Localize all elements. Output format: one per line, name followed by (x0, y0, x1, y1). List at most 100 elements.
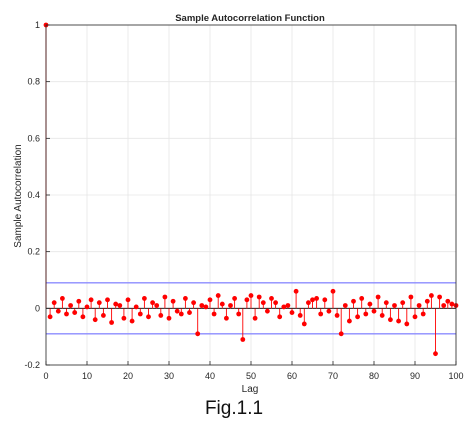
acf-marker (326, 308, 332, 314)
acf-marker (371, 308, 377, 314)
acf-marker (129, 318, 135, 324)
acf-marker (178, 311, 184, 317)
acf-marker (383, 300, 389, 306)
acf-marker (133, 304, 139, 310)
acf-marker (367, 301, 373, 307)
acf-marker (273, 300, 278, 306)
acf-marker (240, 337, 246, 342)
y-tick-label: 0 (35, 303, 40, 313)
acf-marker (72, 310, 78, 315)
chart-title: Sample Autocorrelation Function (175, 13, 325, 24)
acf-marker (60, 296, 65, 301)
acf-marker (338, 331, 344, 337)
acf-marker (449, 301, 455, 307)
x-tick-label: 10 (82, 371, 92, 381)
y-axis-label: Sample Autocorrelation (13, 144, 24, 247)
acf-marker (199, 303, 205, 308)
acf-marker (215, 293, 221, 298)
acf-marker (191, 300, 197, 306)
acf-marker (162, 294, 168, 300)
acf-marker (379, 313, 385, 318)
acf-marker (412, 314, 418, 320)
acf-marker (88, 297, 94, 303)
confidence-bounds (46, 282, 456, 335)
acf-marker (424, 298, 430, 304)
acf-marker (228, 303, 233, 308)
acf-marker (392, 303, 397, 308)
acf-marker (334, 313, 340, 318)
x-tick-label: 60 (287, 371, 297, 381)
x-tick-label: 40 (205, 371, 215, 381)
acf-marker (363, 311, 369, 317)
acf-marker (265, 308, 270, 314)
acf-marker (445, 298, 451, 304)
acf-marker (64, 311, 69, 317)
acf-marker (400, 300, 406, 306)
acf-marker (154, 303, 160, 308)
acf-marker (355, 314, 360, 320)
acf-marker (117, 303, 123, 308)
acf-marker (437, 294, 442, 300)
acf-marker (146, 314, 151, 320)
acf-marker (125, 297, 131, 303)
acf-marker (219, 301, 225, 307)
acf-marker (113, 301, 119, 307)
grid-lines (45, 24, 457, 366)
acf-marker (55, 308, 61, 314)
acf-marker (84, 304, 90, 310)
acf-marker (92, 317, 98, 323)
x-tick-label: 0 (43, 371, 48, 381)
acf-marker (68, 303, 73, 308)
y-tick-label: -0.2 (24, 360, 40, 370)
acf-marker (277, 314, 283, 320)
acf-marker (166, 315, 172, 321)
acf-marker (408, 294, 414, 300)
acf-marker (306, 300, 311, 306)
acf-marker (224, 315, 229, 321)
acf-marker (396, 318, 401, 324)
x-axis-label: Lag (242, 384, 259, 395)
acf-marker (96, 300, 102, 306)
acf-marker (252, 315, 258, 321)
x-tick-label: 50 (246, 371, 256, 381)
figure-caption: Fig.1.1 (204, 398, 264, 419)
acf-marker (297, 313, 303, 318)
acf-marker (310, 297, 315, 303)
acf-marker (318, 311, 324, 317)
y-tick-label: 0.8 (27, 77, 40, 87)
x-tick-label: 70 (328, 371, 338, 381)
acf-marker (433, 351, 438, 357)
acf-marker (441, 303, 447, 308)
acf-marker (289, 310, 295, 315)
x-tick-label: 90 (410, 371, 420, 381)
acf-marker (232, 296, 238, 301)
acf-marker (301, 321, 307, 327)
acf-marker (142, 296, 147, 301)
acf-marker (281, 304, 287, 310)
acf-marker (260, 300, 266, 306)
y-tick-label: 0.6 (27, 133, 40, 143)
acf-marker (375, 294, 381, 300)
x-tick-label: 20 (123, 371, 133, 381)
acf-marker (351, 298, 356, 304)
acf-marker (248, 293, 254, 298)
acf-marker (101, 313, 106, 318)
acf-marker (244, 297, 250, 303)
acf-marker (47, 314, 53, 320)
x-tick-label: 100 (448, 371, 463, 381)
acf-marker (269, 296, 274, 301)
acf-marker (293, 288, 299, 294)
y-axis-ticks: -0.2 0 0.2 0.4 0.6 0.8 1 (24, 20, 50, 370)
acf-marker (183, 296, 188, 301)
acf-marker (330, 288, 336, 294)
acf-marker (236, 311, 242, 317)
acf-marker (174, 308, 180, 314)
acf-marker (322, 297, 328, 303)
acf-marker (359, 296, 365, 301)
acf-marker (187, 310, 192, 315)
acf-marker (429, 293, 434, 298)
acf-marker (416, 303, 422, 308)
acf-marker (76, 298, 82, 304)
x-tick-label: 80 (369, 371, 379, 381)
acf-marker (347, 318, 352, 324)
